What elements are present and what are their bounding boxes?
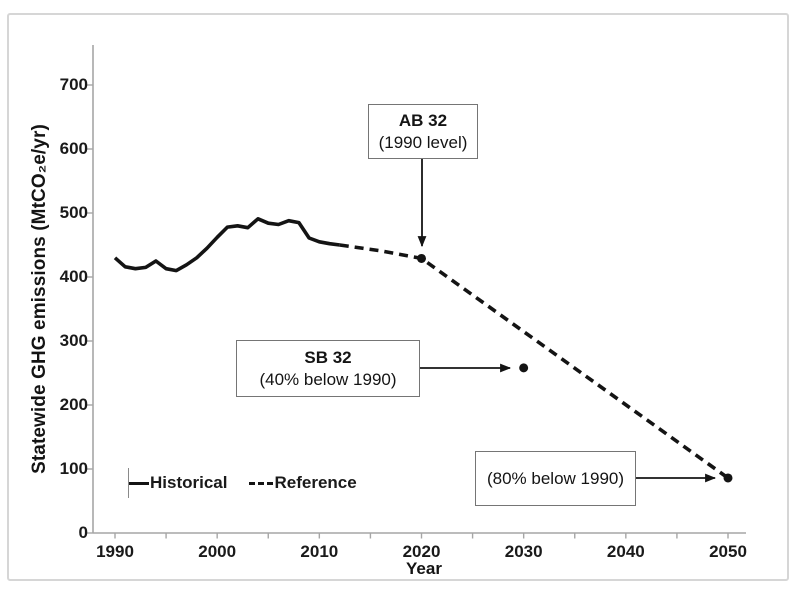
legend-label-historical: Historical	[150, 473, 228, 492]
sb32-annotation-box: SB 32 (40% below 1990)	[236, 340, 420, 397]
y-tick-label: 0	[78, 523, 88, 542]
reference-line-key-icon	[249, 481, 274, 485]
legend-label-reference: Reference	[274, 473, 357, 492]
ab32-annotation-box: AB 32 (1990 level)	[368, 104, 478, 159]
x-tick-label: 2000	[198, 542, 237, 561]
pct80-label: (80% below 1990)	[486, 468, 625, 488]
y-tick-label: 500	[59, 203, 88, 222]
target-dot-2030	[519, 363, 529, 373]
sb32-title: SB 32	[304, 347, 352, 367]
series-line-historical	[113, 217, 341, 273]
y-tick-label: 700	[59, 75, 88, 94]
x-tick-label: 2020	[402, 542, 441, 561]
x-tick-label: 2050	[709, 542, 747, 561]
y-tick-label: 400	[59, 267, 88, 286]
ab32-subtitle: (1990 level)	[378, 132, 468, 152]
x-axis-title: Year	[406, 559, 442, 578]
legend-item-historical: Historical	[129, 473, 227, 493]
pct80-annotation-box: (80% below 1990)	[475, 451, 636, 506]
legend-artifact-line	[128, 468, 129, 498]
legend-item-reference: Reference	[249, 473, 357, 493]
x-tick-label: 2030	[504, 542, 543, 561]
x-tick-label: 2040	[606, 542, 645, 561]
sb32-subtitle: (40% below 1990)	[259, 369, 397, 389]
series-line-reference	[339, 243, 730, 480]
x-tick-label: 2010	[300, 542, 339, 561]
y-axis-title: Statewide GHG emissions (MtCO₂e/yr)	[29, 124, 50, 474]
target-dot-2050	[723, 473, 733, 483]
legend: Historical Reference	[128, 468, 357, 498]
y-tick-label: 300	[59, 331, 88, 350]
y-tick-label: 100	[59, 459, 88, 478]
y-tick-label: 200	[59, 395, 88, 414]
y-tick-label: 600	[59, 139, 88, 158]
figure-border	[7, 13, 789, 581]
historical-line-key-icon	[129, 481, 149, 485]
x-tick-label: 1990	[96, 542, 134, 561]
ab32-title: AB 32	[398, 110, 448, 130]
target-dot-2020	[417, 253, 427, 263]
